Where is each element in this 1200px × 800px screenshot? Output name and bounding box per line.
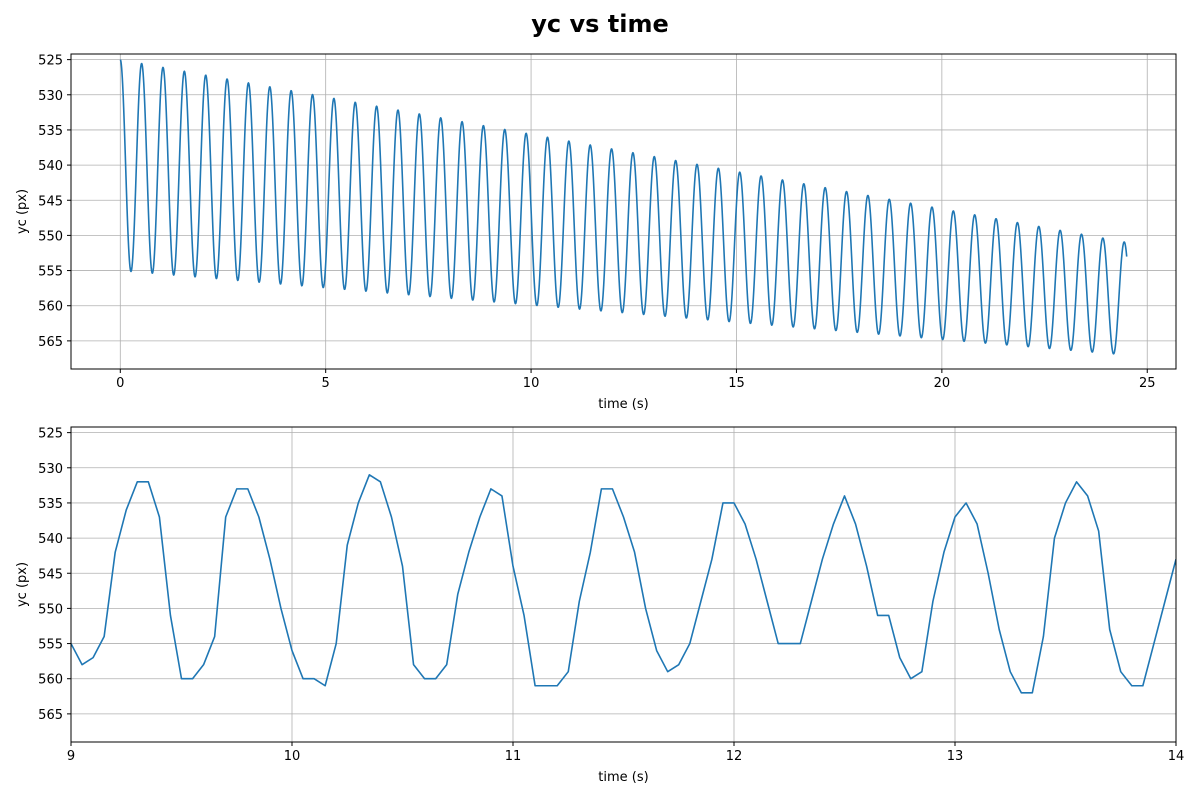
axes-frame: [70, 53, 1177, 370]
x-tick-label: 10: [284, 749, 301, 764]
y-tick-label: 540: [38, 532, 63, 547]
x-axis-label: time (s): [598, 770, 648, 785]
y-tick-label: 525: [38, 427, 63, 442]
y-axis-label: yc (px): [15, 562, 30, 607]
y-tick-label: 535: [38, 497, 63, 512]
x-tick-label: 0: [116, 376, 124, 391]
y-tick-label: 560: [38, 300, 63, 315]
x-tick-label: 14: [1168, 749, 1185, 764]
y-tick-label: 565: [38, 708, 63, 723]
series-line: [71, 474, 1176, 694]
x-tick-label: 25: [1139, 376, 1156, 391]
y-tick-label: 545: [38, 567, 63, 582]
y-tick-label: 555: [38, 265, 63, 280]
y-tick-label: 545: [38, 194, 63, 209]
y-tick-label: 550: [38, 602, 63, 617]
y-axis-label: yc (px): [15, 189, 30, 234]
x-tick-label: 12: [726, 749, 743, 764]
y-tick-label: 535: [38, 124, 63, 139]
y-tick-label: 540: [38, 159, 63, 174]
panel-full-range: 0 5 10 15 20 25 525 530 535 540 545 550 555 560 565 tim…: [15, 53, 1177, 412]
y-tick-label: 555: [38, 638, 63, 653]
y-tick-label: 530: [38, 89, 63, 104]
x-tick-label: 10: [523, 376, 540, 391]
x-tick-label: 9: [67, 749, 75, 764]
series-line: [119, 59, 1128, 355]
y-tick-label: 560: [38, 673, 63, 688]
x-tick-label: 11: [505, 749, 522, 764]
x-axis-label: time (s): [598, 397, 648, 412]
y-tick-label: 565: [38, 335, 63, 350]
figure-title: yc vs time: [531, 10, 669, 38]
y-tick-label: 530: [38, 462, 63, 477]
x-tick-label: 5: [322, 376, 330, 391]
x-tick-label: 20: [934, 376, 951, 391]
axes-frame: [70, 426, 1177, 743]
y-tick-label: 525: [38, 54, 63, 69]
x-tick-label: 13: [947, 749, 964, 764]
y-tick-label: 550: [38, 229, 63, 244]
panel-zoom: 9 10 11 12 13 14 525 530 535 540 545 550 555 560 565 ti…: [15, 426, 1185, 785]
x-tick-label: 15: [728, 376, 745, 391]
